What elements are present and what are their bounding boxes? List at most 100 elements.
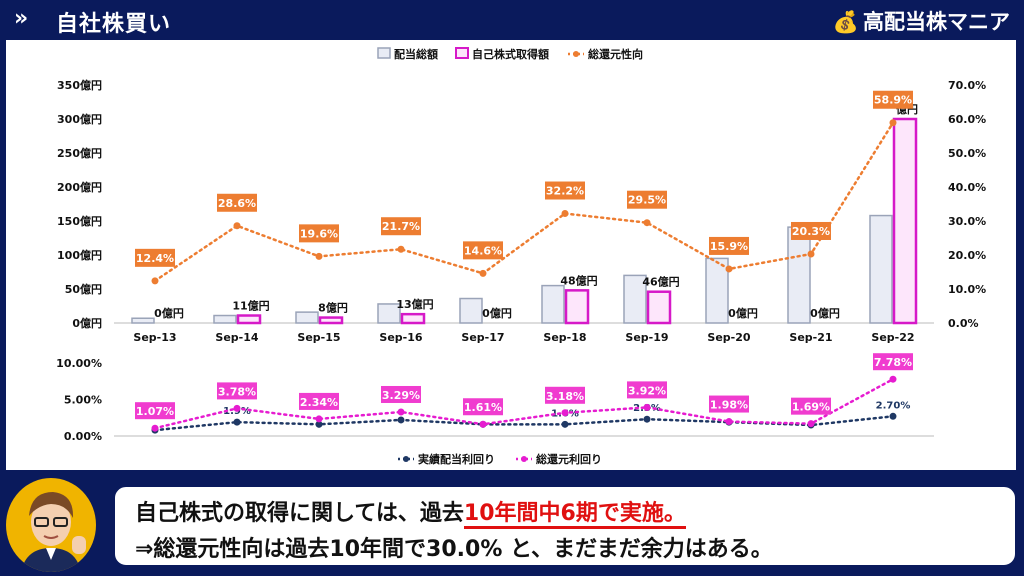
- total-return-yield-point: [725, 418, 733, 426]
- chart-panel: 0億円 50億円 100億円 150億円 200億円 250億円 300億円 350億円 0.0…: [6, 40, 1016, 470]
- buyback-bar: [892, 117, 918, 325]
- total-yield-data-label: 3.29%: [382, 389, 420, 402]
- total-yield-label-box: [217, 382, 257, 400]
- total-yield-data-label: 3.18%: [546, 390, 584, 403]
- dividend-yield-point: [643, 415, 651, 423]
- dividend-total-bar: [459, 297, 483, 324]
- total-return-yield-point: [561, 409, 569, 417]
- buyback-data-label: 0億円: [482, 306, 512, 320]
- left-y-tick-label: 100億円: [57, 248, 102, 262]
- legend-swatch-buyback: [455, 47, 469, 59]
- x-tick-label: Sep-14: [215, 331, 258, 344]
- payout-label-box: [873, 90, 913, 109]
- total-yield-data-label: 1.69%: [792, 401, 830, 414]
- total-yield-data-label: 1.61%: [464, 401, 502, 414]
- right-y-tick-label: 20.0%: [948, 249, 986, 262]
- dividend-total-bar: [787, 226, 811, 324]
- total-return-yield-point: [151, 424, 159, 432]
- buyback-data-label: 48億円: [560, 273, 597, 287]
- brand-logo: 💰 高配当株マニア: [833, 6, 1010, 36]
- total-return-yield-point: [643, 403, 651, 411]
- comment-line-1: 自己株式の取得に関しては、過去10年間中6期で実施。: [135, 495, 686, 529]
- total-yield-label-box: [299, 392, 339, 410]
- right-y-tick-label: 10.0%: [948, 283, 986, 296]
- payout-data-label: 15.9%: [710, 240, 748, 253]
- speech-pointer: [98, 512, 114, 532]
- right-y-tick-label: 30.0%: [948, 215, 986, 228]
- total-return-yield-point: [233, 404, 241, 412]
- x-tick-label: Sep-21: [789, 331, 832, 344]
- total-yield-data-label: 3.78%: [218, 385, 256, 398]
- legend-marker-payout: [573, 51, 579, 57]
- total-return-yield-point: [315, 415, 323, 423]
- x-tick-label: Sep-18: [543, 331, 586, 344]
- header-bar: » 自社株買い 💰 高配当株マニア: [0, 0, 1024, 40]
- right-y-tick-label: 50.0%: [948, 147, 986, 160]
- buyback-data-label: 11億円: [232, 299, 269, 313]
- x-tick-label: Sep-13: [133, 331, 176, 344]
- legend-label-payout: 総還元性向: [588, 47, 643, 61]
- bottom-y-tick-label: 5.00%: [64, 394, 102, 407]
- payout-data-label: 29.5%: [628, 194, 666, 207]
- bottom-y-tick-label: 10.00%: [56, 357, 102, 370]
- avatar: [6, 478, 96, 572]
- payout-ratio-point: [397, 245, 405, 253]
- payout-label-box: [299, 224, 339, 243]
- payout-data-label: 28.6%: [218, 197, 256, 210]
- payout-data-label: 12.4%: [136, 252, 174, 265]
- dividend-yield-point: [315, 420, 323, 428]
- double-chevron-icon: »: [14, 6, 29, 31]
- buyback-bar: [400, 312, 426, 325]
- payout-ratio-point: [479, 269, 487, 277]
- right-y-tick-label: 60.0%: [948, 113, 986, 126]
- comment-highlight: 10年間中6期で実施。: [463, 501, 686, 529]
- right-y-tick-label: 70.0%: [948, 79, 986, 92]
- total-yield-data-label: 2.34%: [300, 396, 338, 409]
- buyback-bar: [318, 316, 344, 325]
- payout-ratio-line: [153, 121, 895, 283]
- legend-marker-dividend-yield: [403, 456, 409, 462]
- payout-ratio-point: [151, 277, 159, 285]
- x-tick-label: Sep-19: [625, 331, 668, 344]
- left-y-tick-label: 250億円: [57, 146, 102, 160]
- dividend-yield-label: 2.70%: [876, 400, 911, 411]
- total-yield-label-box: [873, 353, 913, 371]
- payout-ratio-point: [643, 219, 651, 227]
- left-y-tick-label: 350億円: [57, 78, 102, 92]
- payout-ratio-point: [889, 119, 897, 127]
- dividend-total-bar: [869, 214, 893, 324]
- dividend-yield-point: [233, 418, 241, 426]
- buyback-bar: [236, 314, 262, 325]
- payout-ratio-point: [561, 210, 569, 218]
- dividend-yield-point: [561, 420, 569, 428]
- total-yield-data-label: 7.78%: [874, 356, 912, 369]
- payout-data-label: 32.2%: [546, 185, 584, 198]
- bottom-y-tick-label: 0.00%: [64, 430, 102, 443]
- buyback-data-label: 46億円: [642, 275, 679, 289]
- buyback-data-label: 13億円: [396, 297, 433, 311]
- dividend-total-bar: [295, 311, 319, 324]
- payout-ratio-point: [807, 250, 815, 258]
- dividend-total-bar: [541, 284, 565, 324]
- payout-data-label: 20.3%: [792, 225, 830, 238]
- payout-data-label: 14.6%: [464, 244, 502, 257]
- payout-label-box: [217, 193, 257, 212]
- payout-ratio-point: [233, 222, 241, 230]
- right-y-tick-label: 0.0%: [948, 317, 979, 330]
- total-return-yield-point: [807, 420, 815, 428]
- payout-label-box: [627, 190, 667, 209]
- legend-marker-total-yield: [521, 456, 527, 462]
- total-yield-label-box: [627, 381, 667, 399]
- dividend-total-bar: [623, 274, 647, 324]
- total-yield-label-box: [791, 397, 831, 415]
- buyback-data-label: 0億円: [810, 306, 840, 320]
- chart-svg: 0億円 50億円 100億円 150億円 200億円 250億円 300億円 350億円 0.0…: [56, 47, 986, 466]
- comment-text-a: 自己株式の取得に関しては、過去: [135, 501, 464, 526]
- total-yield-label-box: [381, 385, 421, 403]
- legend-swatch-dividend: [377, 47, 391, 59]
- money-bag-icon: 💰: [832, 10, 859, 34]
- payout-label-box: [381, 217, 421, 236]
- payout-label-box: [545, 181, 585, 200]
- payout-data-label: 19.6%: [300, 227, 338, 240]
- left-y-tick-label: 150億円: [57, 214, 102, 228]
